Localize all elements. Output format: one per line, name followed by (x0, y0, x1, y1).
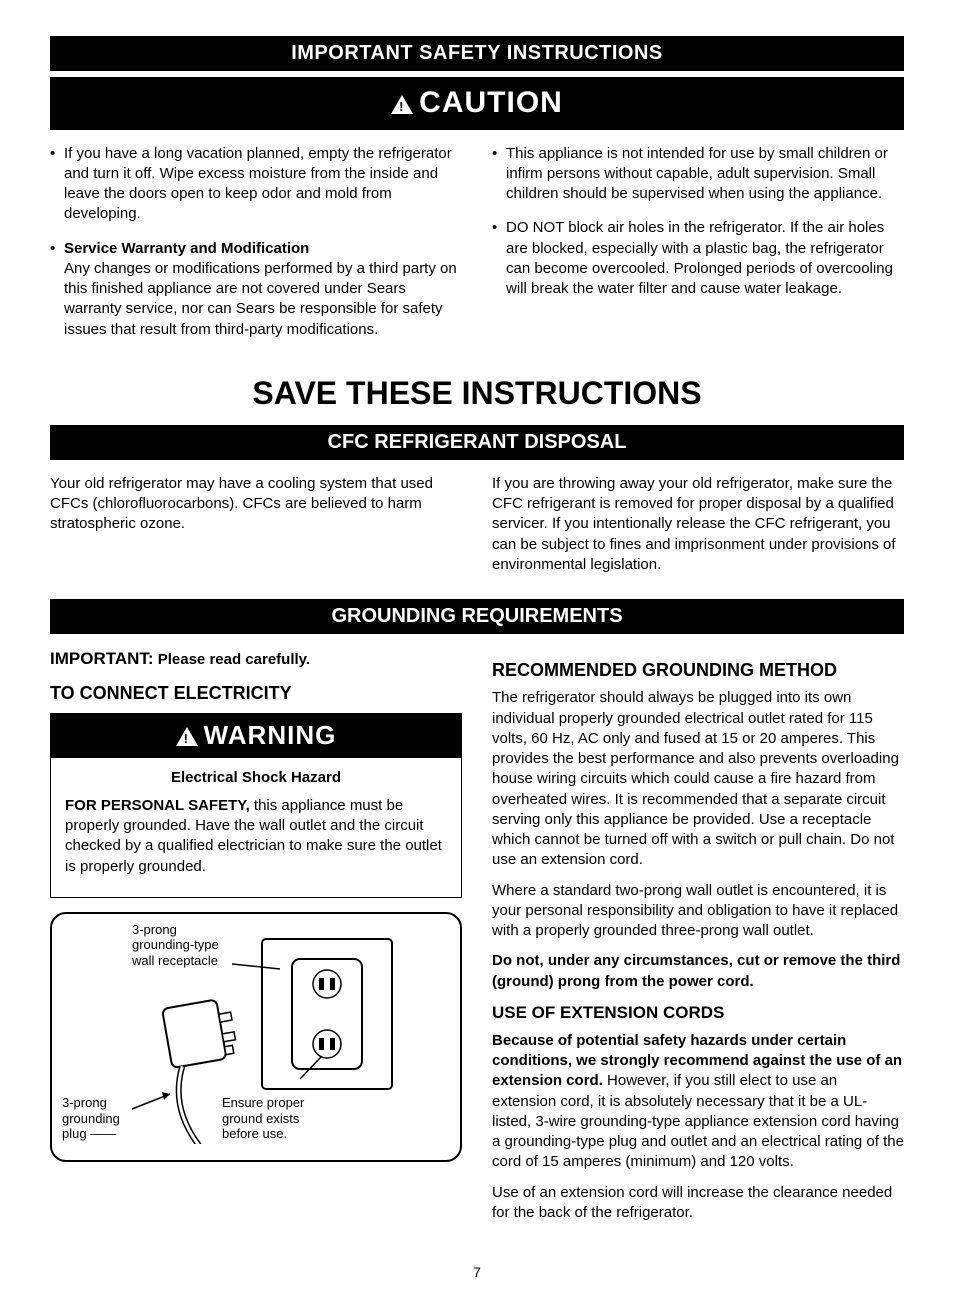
important-safety-bar: IMPORTANT SAFETY INSTRUCTIONS (50, 36, 904, 71)
page-number: 7 (50, 1263, 904, 1282)
caution-columns: If you have a long vacation planned, emp… (50, 144, 904, 354)
caution-bullet: If you have a long vacation planned, emp… (50, 144, 462, 225)
grounding-bar: GROUNDING REQUIREMENTS (50, 599, 904, 634)
caution-bar: CAUTION (50, 77, 904, 130)
warning-header: WARNING (51, 714, 461, 757)
caution-bullet: Service Warranty and Modification Any ch… (50, 239, 462, 340)
service-warranty-title: Service Warranty and Modification (64, 240, 309, 257)
cfc-columns: Your old refrigerator may have a cooling… (50, 474, 904, 585)
warning-body: Electrical Shock Hazard FOR PERSONAL SAF… (51, 758, 461, 897)
recommended-grounding-p3: Do not, under any circumstances, cut or … (492, 951, 904, 992)
electrical-shock-hazard: Electrical Shock Hazard (65, 768, 447, 788)
plug-diagram: 3-pronggrounding-typewall receptacle 3-p… (50, 912, 462, 1162)
warning-label: WARNING (204, 720, 337, 750)
warning-triangle-icon (176, 727, 198, 746)
caution-bullet: This appliance is not intended for use b… (492, 144, 904, 205)
important-please-read: IMPORTANT: Please read carefully. (50, 648, 462, 671)
grounding-right-col: RECOMMENDED GROUNDING METHOD The refrige… (492, 648, 904, 1233)
recommended-grounding-heading: RECOMMENDED GROUNDING METHOD (492, 658, 904, 682)
cfc-right-text: If you are throwing away your old refrig… (492, 474, 904, 575)
caution-right-col: This appliance is not intended for use b… (492, 144, 904, 354)
caution-label: CAUTION (419, 86, 563, 119)
recommended-grounding-p1: The refrigerator should always be plugge… (492, 688, 904, 870)
cfc-bar: CFC REFRIGERANT DISPOSAL (50, 425, 904, 460)
save-instructions-heading: SAVE THESE INSTRUCTIONS (50, 372, 904, 415)
grounding-left-col: IMPORTANT: Please read carefully. TO CON… (50, 648, 462, 1233)
extension-cords-heading: USE OF EXTENSION CORDS (492, 1002, 904, 1025)
important-rest: Please read carefully. (154, 651, 310, 668)
extension-cords-p1: Because of potential safety hazards unde… (492, 1031, 904, 1173)
extension-cords-p2: Use of an extension cord will increase t… (492, 1183, 904, 1224)
connect-electricity-heading: TO CONNECT ELECTRICITY (50, 681, 462, 705)
personal-safety-text: FOR PERSONAL SAFETY, this appliance must… (65, 796, 447, 877)
recommended-grounding-p2: Where a standard two-prong wall outlet i… (492, 881, 904, 942)
personal-safety-lead: FOR PERSONAL SAFETY, (65, 797, 250, 814)
caution-bullet: DO NOT block air holes in the refrigerat… (492, 218, 904, 299)
warning-triangle-icon (391, 95, 413, 114)
cfc-left-text: Your old refrigerator may have a cooling… (50, 474, 462, 535)
grounding-columns: IMPORTANT: Please read carefully. TO CON… (50, 648, 904, 1233)
caution-left-col: If you have a long vacation planned, emp… (50, 144, 462, 354)
plug-outlet-illustration-icon (52, 914, 432, 1144)
warning-box: WARNING Electrical Shock Hazard FOR PERS… (50, 713, 462, 897)
service-warranty-text: Any changes or modifications performed b… (64, 260, 457, 338)
important-lead: IMPORTANT: (50, 649, 154, 668)
cfc-left: Your old refrigerator may have a cooling… (50, 474, 462, 585)
cfc-right: If you are throwing away your old refrig… (492, 474, 904, 585)
